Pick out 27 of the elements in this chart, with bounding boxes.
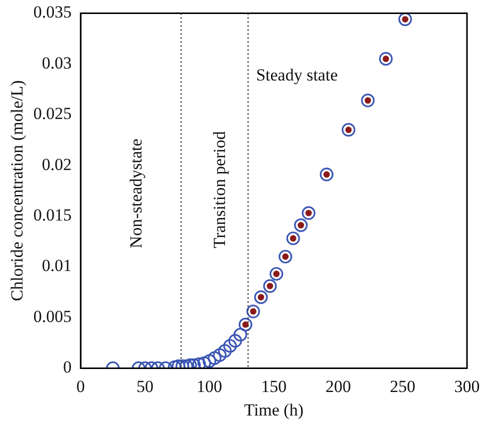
point xyxy=(218,344,232,358)
x-tick-label: 300 xyxy=(454,376,480,396)
point xyxy=(228,334,242,348)
y-tick-label: 0.015 xyxy=(33,206,72,225)
x-tick-label: 50 xyxy=(136,376,154,396)
x-tick-label: 0 xyxy=(76,376,85,396)
x-tick-label: 100 xyxy=(196,376,222,396)
x-tick-label: 150 xyxy=(261,376,287,396)
point xyxy=(234,328,248,342)
annotation: Steady state xyxy=(256,66,338,85)
y-tick-label: 0 xyxy=(63,358,72,377)
annotation: Transition period xyxy=(210,130,230,248)
y-tick-label: 0.03 xyxy=(42,53,72,72)
point xyxy=(212,348,227,362)
y-axis-title: Chloride concentration (mole/L) xyxy=(8,80,27,302)
x-axis-title: Time (h) xyxy=(244,400,304,420)
y-tick-label: 0.01 xyxy=(42,256,72,276)
x-tick-label: 200 xyxy=(325,376,351,396)
annotation: Non-steadystate xyxy=(126,138,146,248)
point xyxy=(208,351,222,365)
x-tick-label: 250 xyxy=(390,376,416,396)
point xyxy=(202,354,216,368)
y-tick-label: 0.005 xyxy=(33,306,72,326)
y-tick-label: 0.025 xyxy=(33,104,72,124)
y-tick-label: 0.035 xyxy=(33,2,72,22)
point xyxy=(223,339,237,353)
y-tick-label: 0.02 xyxy=(42,154,72,174)
